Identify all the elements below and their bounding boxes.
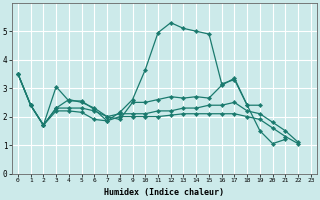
X-axis label: Humidex (Indice chaleur): Humidex (Indice chaleur) <box>104 188 224 197</box>
